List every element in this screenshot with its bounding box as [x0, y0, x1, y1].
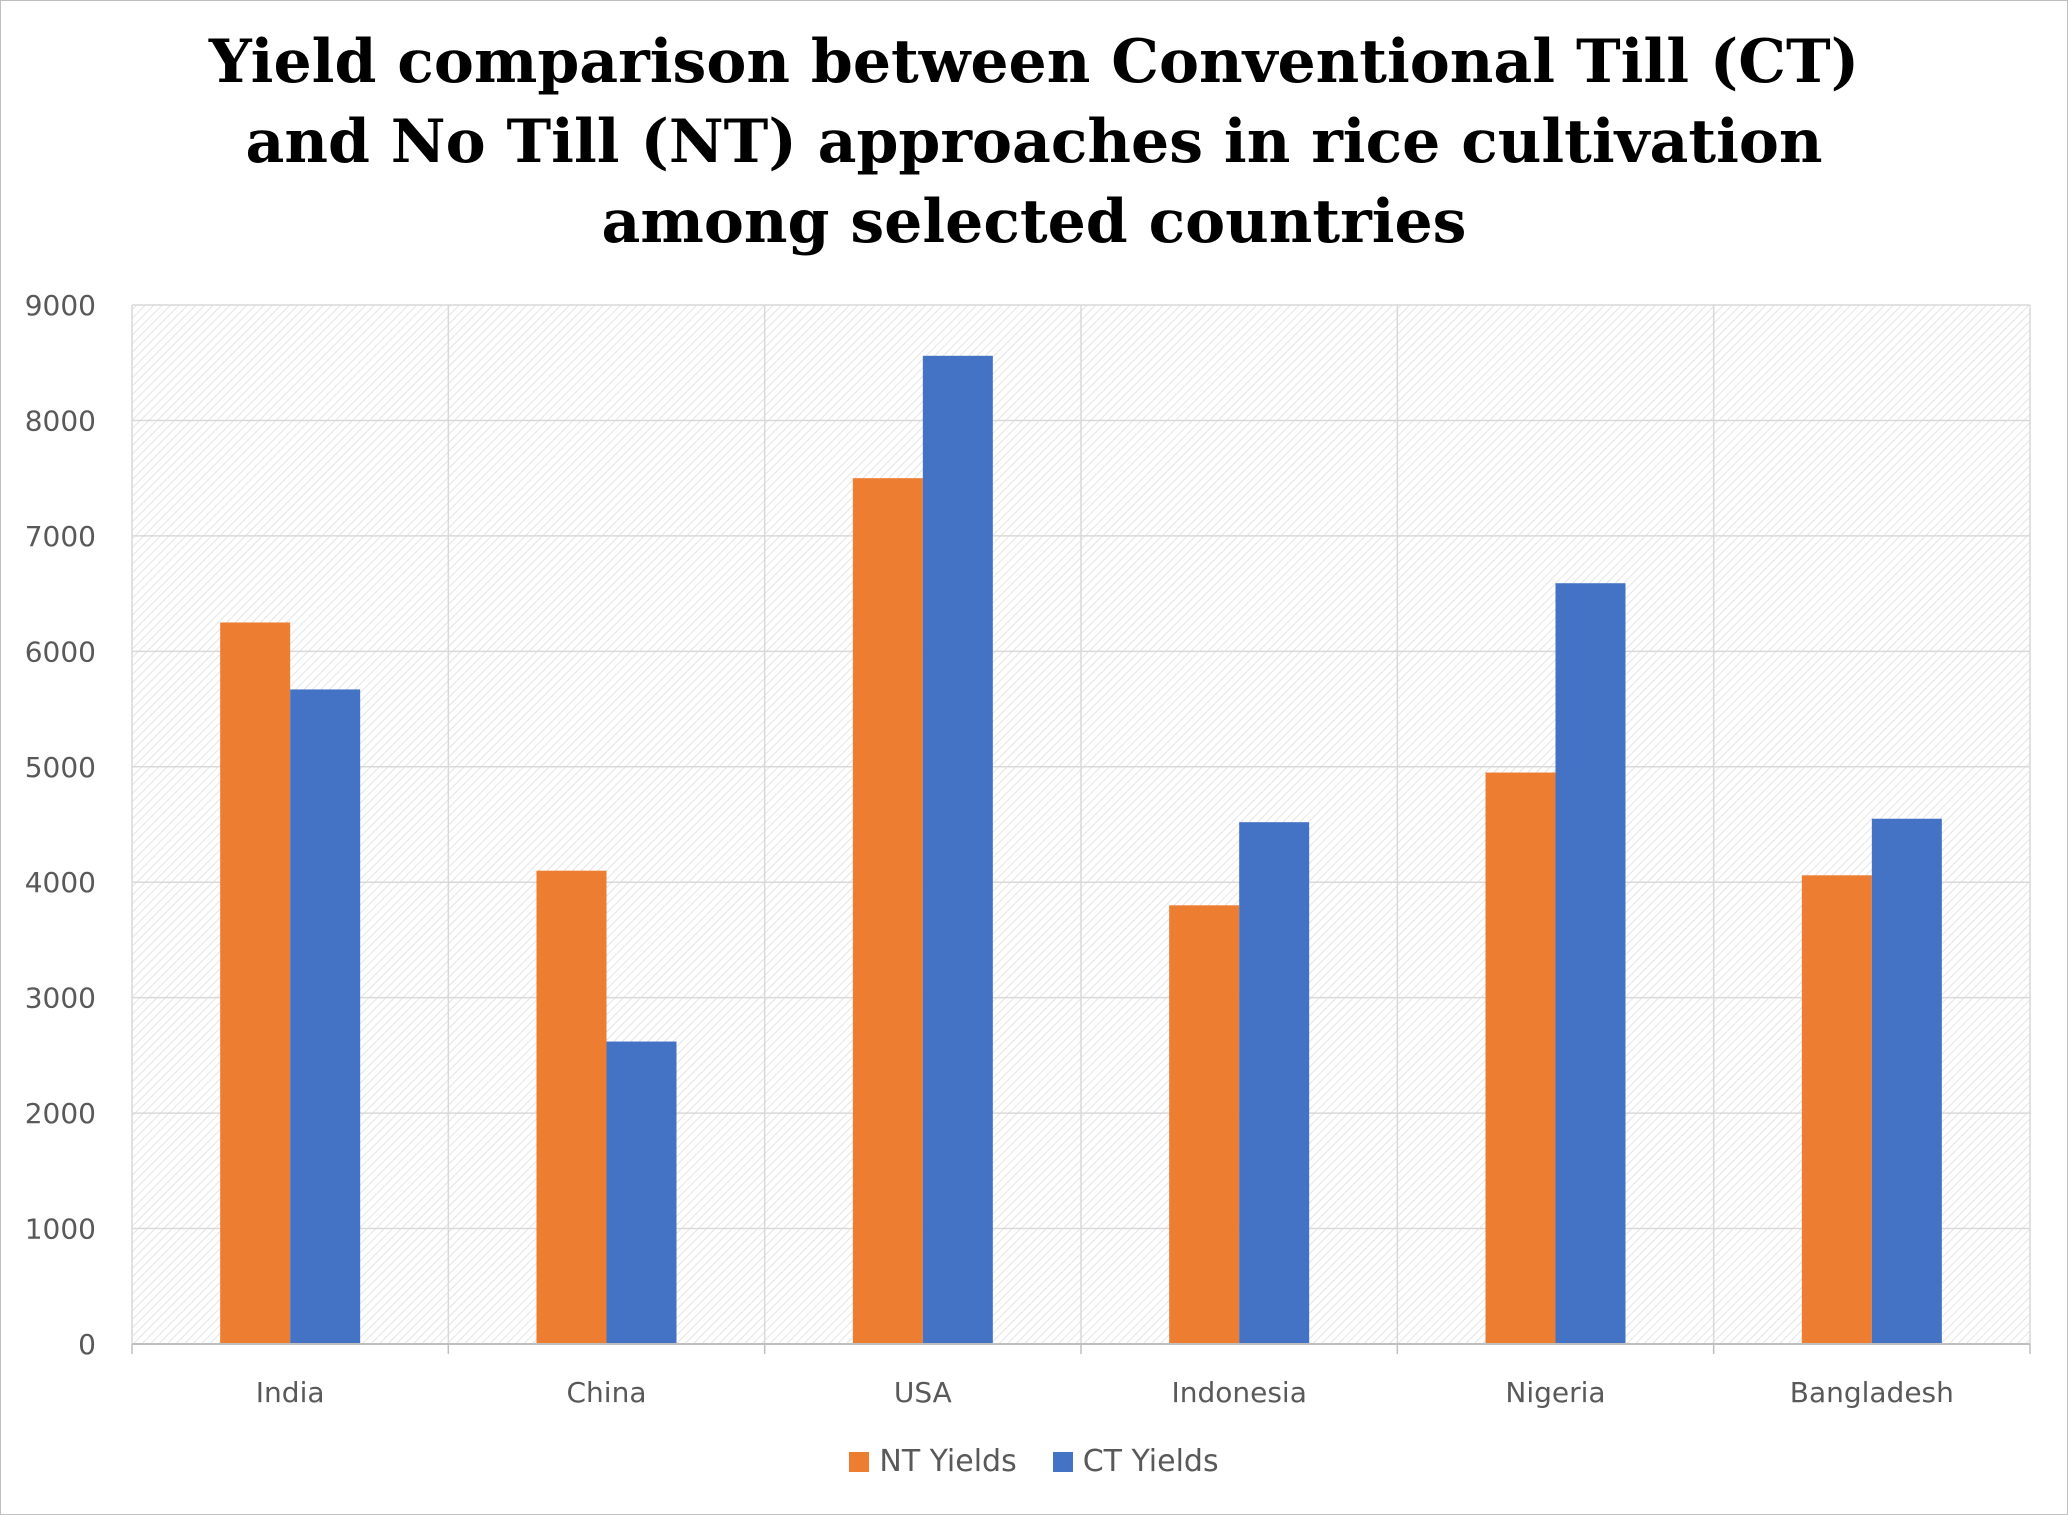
legend-item-ct: CT Yields	[1052, 1444, 1219, 1479]
legend: NT Yields CT Yields	[0, 1444, 2068, 1479]
legend-label-nt: NT Yields	[879, 1444, 1017, 1479]
bar-ct-yields-nigeria	[1555, 583, 1626, 1344]
chart-title-line-1: Yield comparison between Conventional Ti…	[208, 27, 1860, 97]
y-tick-label: 2000	[25, 1097, 96, 1130]
chart-title-line-3: among selected countries	[601, 187, 1467, 257]
bars	[220, 355, 1942, 1345]
legend-swatch-ct	[1052, 1451, 1073, 1472]
bar-ct-yields-usa	[922, 355, 993, 1345]
y-tick-label: 5000	[25, 751, 96, 784]
bar-ct-yields-china	[606, 1041, 677, 1344]
y-tick-label: 1000	[25, 1213, 96, 1246]
bar-nt-yields-indonesia	[1169, 905, 1240, 1344]
bar-nt-yields-usa	[852, 478, 923, 1345]
x-tick-label: Nigeria	[1505, 1376, 1605, 1409]
legend-item-nt: NT Yields	[849, 1444, 1017, 1479]
bar-ct-yields-bangladesh	[1871, 818, 1942, 1344]
y-tick-label: 6000	[25, 635, 96, 668]
bar-ct-yields-indonesia	[1239, 822, 1310, 1344]
bar-nt-yields-india	[220, 622, 291, 1344]
legend-label-ct: CT Yields	[1082, 1444, 1219, 1479]
axes: 0 1000 2000 3000 4000 5000 6000 7000 8000 9000 Ind…	[25, 289, 2031, 1409]
chart-title-line-2: and No Till (NT) approaches in rice cult…	[245, 107, 1823, 177]
y-tick-label: 4000	[25, 866, 96, 899]
y-tick-label: 0	[78, 1328, 96, 1361]
legend-swatch-nt	[849, 1451, 870, 1472]
y-tick-label: 7000	[25, 520, 96, 553]
bar-nt-yields-nigeria	[1485, 772, 1556, 1344]
y-tick-label: 9000	[25, 289, 96, 322]
y-tick-label: 8000	[25, 404, 96, 437]
x-tick-label: USA	[894, 1376, 952, 1409]
bar-ct-yields-india	[290, 689, 361, 1344]
bar-nt-yields-china	[536, 870, 607, 1344]
chart-title: Yield comparison between Conventional Ti…	[0, 22, 2068, 262]
x-tick-label: China	[567, 1376, 647, 1409]
x-tick-label: Bangladesh	[1790, 1376, 1954, 1409]
bar-nt-yields-bangladesh	[1801, 875, 1872, 1344]
x-tick-label: Indonesia	[1171, 1376, 1306, 1409]
x-tick-label: India	[256, 1376, 325, 1409]
y-tick-label: 3000	[25, 982, 96, 1015]
